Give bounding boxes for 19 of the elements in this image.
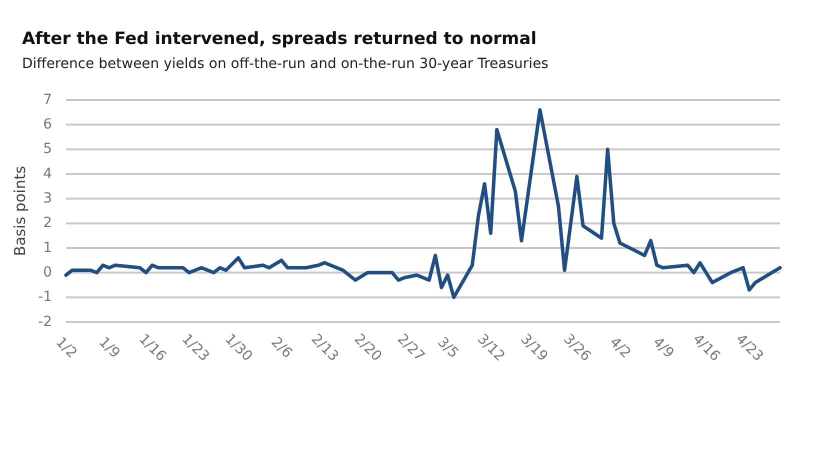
y-axis-title: Basis points [11, 166, 30, 256]
y-tick-label: 0 [43, 264, 52, 280]
y-tick-label: 1 [43, 240, 52, 256]
y-tick-label: -2 [38, 314, 52, 330]
x-tick-label: 4/2 [606, 334, 634, 362]
y-tick-label: 5 [43, 141, 52, 158]
y-tick-label: -1 [38, 289, 52, 306]
y-tick-label: 6 [43, 116, 52, 132]
x-tick-label: 3/5 [434, 334, 462, 362]
x-tick-label: 2/6 [268, 334, 296, 362]
y-tick-label: 3 [43, 190, 52, 206]
y-tick-label: 2 [43, 215, 52, 232]
chart-subtitle: Difference between yields on off-the-run and on-the-run 30-year Treasuries [22, 56, 548, 72]
chart-title: After the Fed intervened, spreads returned to normal [22, 29, 537, 49]
y-tick-label: 4 [43, 166, 52, 182]
y-tick-label: 7 [43, 92, 52, 108]
x-tick-label: 1/9 [96, 334, 123, 362]
x-tick-label: 4/9 [650, 334, 677, 362]
x-tick-label: 1/2 [52, 334, 80, 362]
